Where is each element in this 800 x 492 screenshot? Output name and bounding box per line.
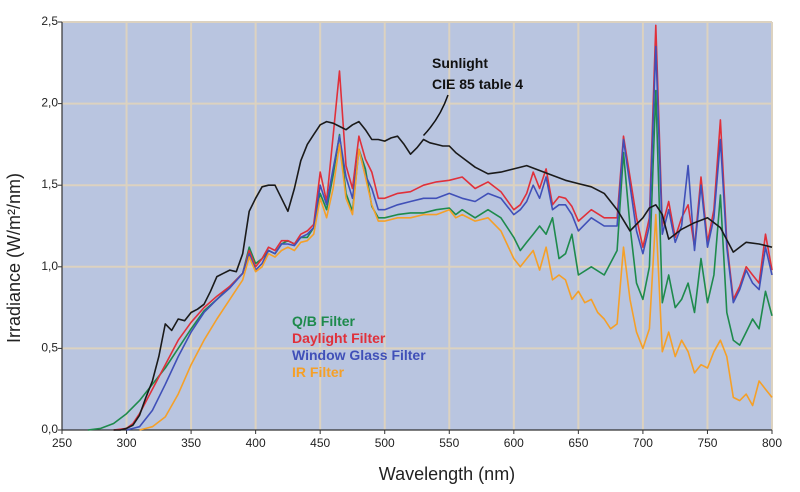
tick-labels: 250 300 350 400 450 500 550 600 650 700 750 800 0,0 0… [41, 14, 782, 450]
x-tick-label: 800 [762, 436, 782, 450]
axes [58, 21, 773, 434]
y-tick-label: 1,0 [41, 259, 58, 273]
annotation: Sunlight CIE 85 table 4 [422, 55, 523, 137]
y-tick-label: 0,5 [41, 340, 58, 354]
legend-item-daylight-filter: Daylight Filter [292, 330, 386, 346]
legend-item-ir-filter: IR Filter [292, 364, 345, 380]
x-tick-label: 650 [568, 436, 588, 450]
x-axis-title: Wavelength (nm) [379, 464, 515, 484]
x-tick-label: 600 [504, 436, 524, 450]
x-tick-label: 450 [310, 436, 330, 450]
legend-item-window-glass-filter: Window Glass Filter [292, 347, 426, 363]
x-tick-label: 700 [633, 436, 653, 450]
annotation-label-line2: CIE 85 table 4 [432, 76, 523, 92]
x-tick-label: 350 [181, 436, 201, 450]
x-tick-label: 500 [375, 436, 395, 450]
y-tick-label: 2,0 [41, 96, 58, 110]
series-line-daylight-filter [113, 24, 773, 431]
x-tick-label: 250 [52, 436, 72, 450]
annotation-pointer [422, 94, 449, 137]
x-tick-label: 400 [246, 436, 266, 450]
y-tick-label: 1,5 [41, 177, 58, 191]
legend-item-q-b-filter: Q/B Filter [292, 313, 356, 329]
y-tick-label: 2,5 [41, 14, 58, 28]
y-tick-label: 0,0 [41, 422, 58, 436]
annotation-label-line1: Sunlight [432, 55, 488, 71]
grid [62, 21, 773, 430]
x-tick-label: 550 [439, 436, 459, 450]
series-line-ir-filter [139, 143, 773, 431]
series-line-window-glass-filter [126, 45, 773, 431]
series-line-q-b-filter [87, 89, 773, 431]
x-tick-label: 300 [117, 436, 137, 450]
series-lines [87, 24, 773, 431]
x-tick-label: 750 [697, 436, 717, 450]
y-axis-title: Irradiance (W/m²/nm) [4, 173, 24, 343]
series-line-sunlight [113, 120, 773, 431]
